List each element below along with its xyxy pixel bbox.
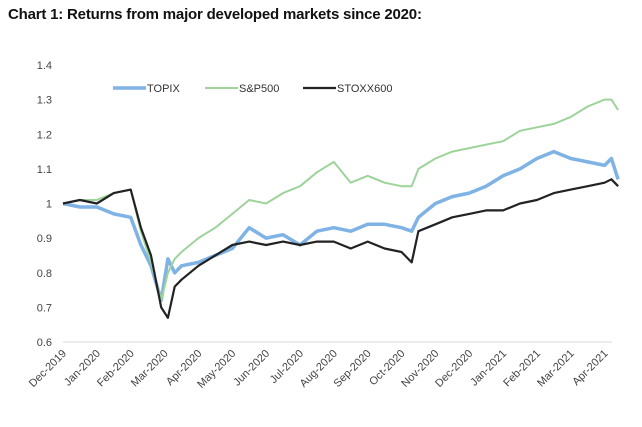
x-tick-label: Sep-2020 (332, 348, 374, 390)
series-line-stoxx600 (62, 178, 619, 319)
legend-label: S&P500 (239, 83, 279, 95)
y-tick-label: 1 (46, 199, 52, 211)
y-axis: 0.6 0.7 0.8 0.9 1 1.1 1.2 1.3 1.4 (37, 60, 52, 349)
x-tick-label: Dec-2019 (27, 348, 69, 390)
legend-label: STOXX600 (337, 83, 392, 95)
series-lines (62, 98, 620, 319)
y-tick-label: 1.2 (37, 129, 52, 141)
y-tick-label: 0.9 (37, 233, 52, 245)
y-tick-label: 1.1 (37, 164, 52, 176)
series-line-topix (62, 149, 620, 303)
chart-title: Chart 1: Returns from major developed ma… (8, 6, 422, 23)
x-tick-label: Mar-2021 (535, 348, 577, 390)
legend: TOPIX S&P500 STOXX600 (113, 83, 392, 95)
y-tick-label: 0.8 (37, 268, 52, 280)
x-tick-label: Mar-2020 (129, 348, 171, 390)
x-axis: Dec-2019Jan-2020Feb-2020Mar-2020Apr-2020… (27, 348, 611, 391)
y-tick-label: 1.4 (37, 60, 52, 72)
x-tick-label: Dec-2020 (433, 348, 475, 390)
y-tick-label: 0.7 (37, 302, 52, 314)
x-tick-label: Apr-2021 (570, 348, 610, 388)
x-tick-label: Jun-2020 (231, 348, 272, 389)
y-tick-label: 1.3 (37, 95, 52, 107)
legend-label: TOPIX (147, 83, 180, 95)
y-tick-label: 0.6 (37, 337, 52, 349)
